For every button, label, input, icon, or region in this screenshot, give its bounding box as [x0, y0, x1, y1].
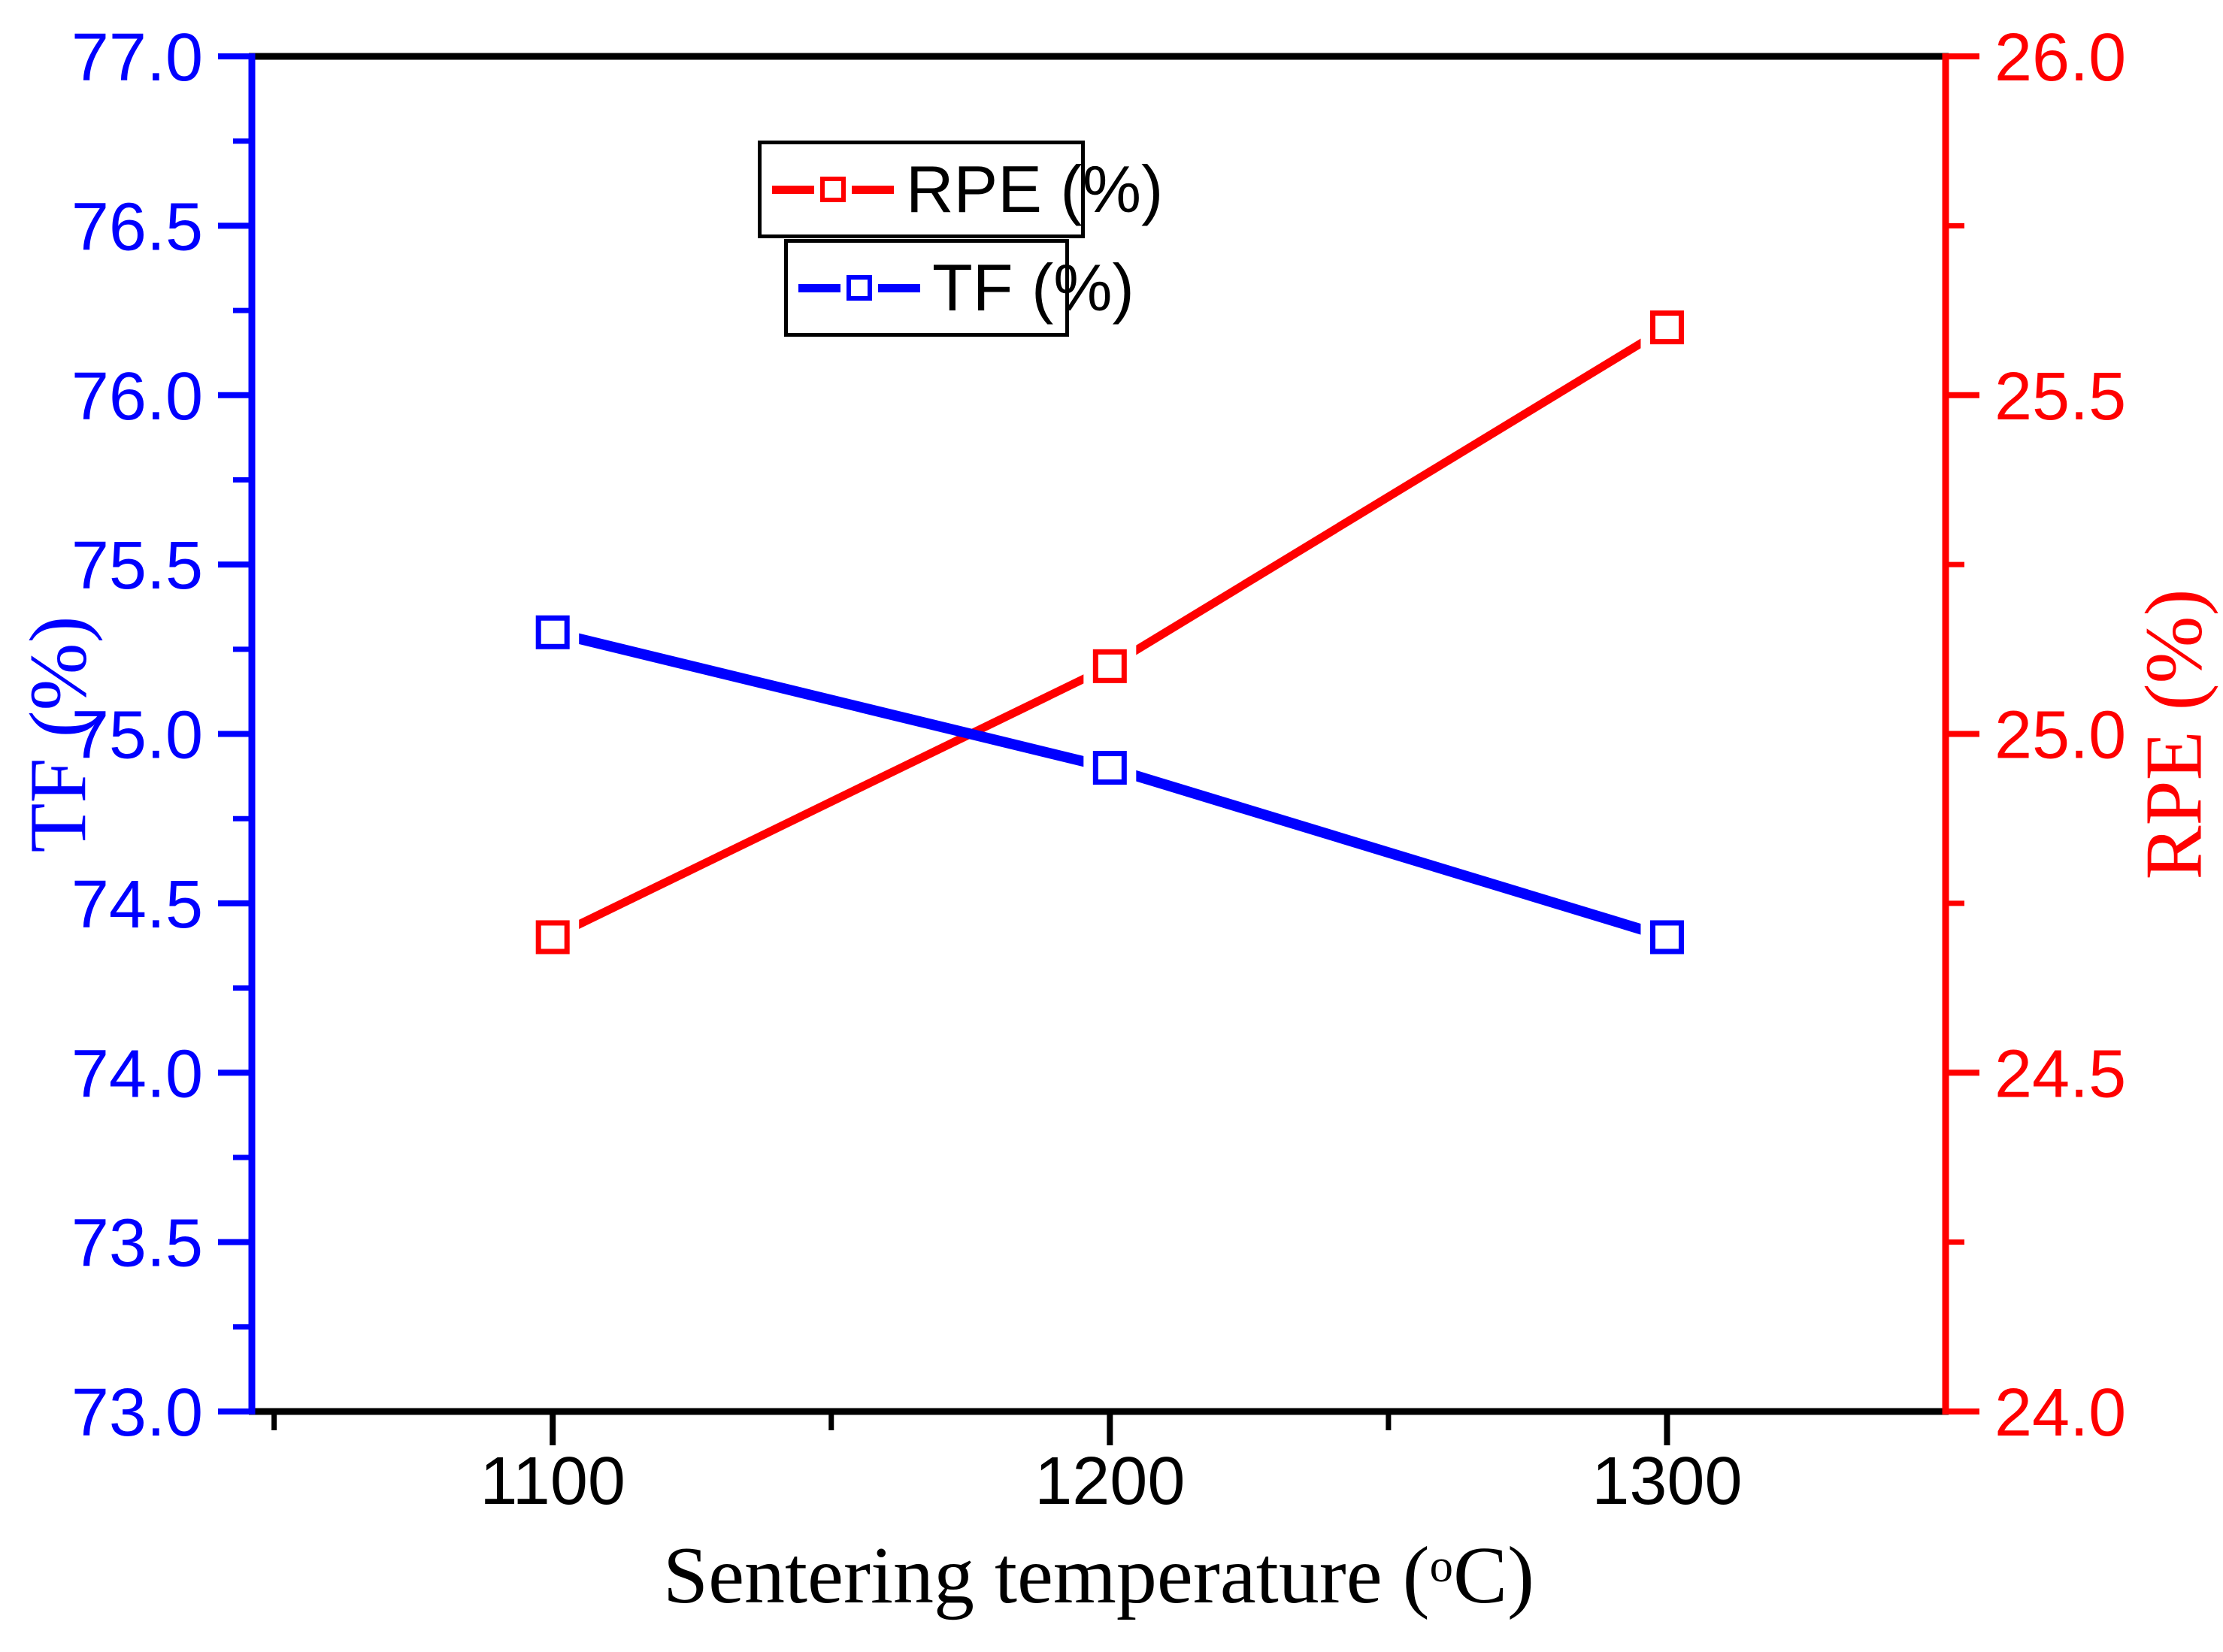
legend-tf-line-left — [798, 283, 840, 292]
tf-marker-square — [535, 615, 570, 649]
x-tick-label: 1100 — [480, 1444, 625, 1519]
y-left-tick-label: 73.5 — [71, 1206, 203, 1281]
legend-rpe-marker — [772, 177, 894, 202]
legend-tf-square-icon — [846, 275, 872, 301]
y-right-tick-label: 25.0 — [1994, 698, 2126, 773]
left-axis-title: TF (%) — [14, 616, 104, 853]
x-tick-label: 1200 — [1034, 1444, 1185, 1519]
legend-rpe-line-right — [852, 185, 894, 194]
right-axis-title: RPE (%) — [2129, 588, 2219, 880]
y-right-tick-label: 24.0 — [1994, 1375, 2126, 1451]
x-axis-title: Sentering temperature (oC) — [252, 1533, 1946, 1618]
y-left-tick-label: 75.0 — [71, 698, 203, 773]
rpe-series-line — [550, 323, 1670, 941]
y-left-tick-label: 77.0 — [71, 20, 203, 95]
y-left-tick-label: 74.5 — [71, 867, 203, 942]
legend-tf-marker — [798, 275, 920, 301]
y-right-tick-label: 25.5 — [1994, 359, 2126, 434]
y-left-tick-label: 76.5 — [71, 189, 203, 265]
y-right-tick-label: 24.5 — [1994, 1036, 2126, 1112]
y-left-tick-label: 73.0 — [71, 1375, 203, 1451]
rpe-marker-square — [1092, 649, 1127, 683]
x-axis-title-prefix: Sentering temperature ( — [663, 1531, 1430, 1620]
y-right-tick-label: 26.0 — [1994, 20, 2126, 95]
tf-marker-square — [1649, 920, 1684, 955]
x-tick-label: 1300 — [1592, 1444, 1742, 1519]
x-axis-title-suffix: C) — [1452, 1531, 1534, 1620]
rpe-marker-square — [535, 920, 570, 955]
rpe-marker-square — [1649, 310, 1684, 345]
legend-rpe-square-icon — [820, 177, 846, 202]
legend-rpe-label: RPE (%) — [906, 152, 1164, 226]
y-left-tick-label: 75.5 — [71, 528, 203, 604]
legend-tf: TF (%) — [784, 239, 1134, 337]
legend-tf-line-right — [878, 283, 920, 292]
legend-rpe: RPE (%) — [758, 141, 1163, 238]
legend-tf-label: TF (%) — [932, 250, 1134, 325]
legend-rpe-line-left — [772, 185, 814, 194]
y-left-tick-label: 74.0 — [71, 1036, 203, 1112]
y-left-tick-label: 76.0 — [71, 359, 203, 434]
x-axis-title-superscript: o — [1429, 1539, 1453, 1592]
tf-marker-square — [1092, 751, 1127, 785]
